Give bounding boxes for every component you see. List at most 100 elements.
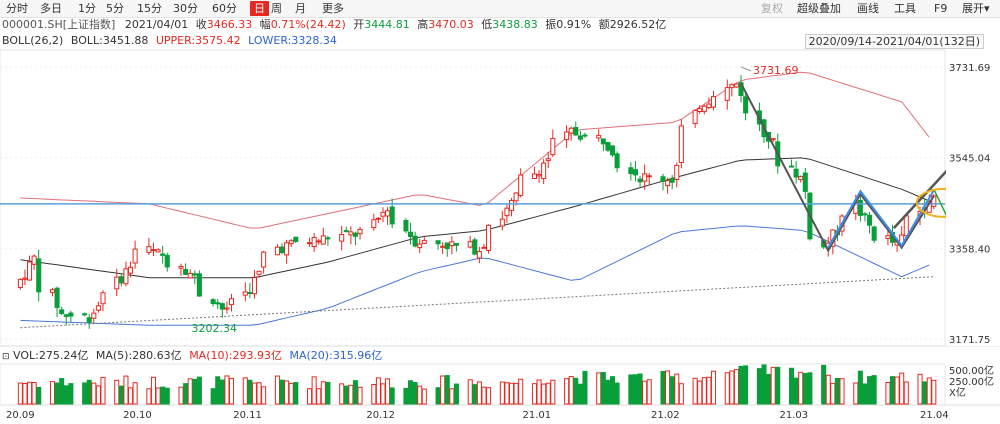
time-tick-7: 21.04 [920, 410, 949, 421]
boll-upper-value: 3575.42 [195, 34, 241, 47]
candle-body-101 [665, 180, 671, 187]
volume-bar-13 [95, 385, 101, 405]
boll-title: BOLL(26,2) [2, 34, 64, 47]
toolbar-item-1[interactable]: 超级叠加 [797, 2, 841, 15]
toolbar-item-0[interactable]: 复权 [761, 2, 783, 15]
volume-bar-36 [247, 379, 253, 405]
volume-bar-141 [922, 381, 928, 405]
volume-bar-139 [903, 381, 909, 405]
volume-bar-95 [628, 374, 634, 405]
period-toolbar: 分时 多日 1分 5分 15分 30分 60分日周月 更多 复权 超级叠加 画线 工具 F9 展开▾ [0, 0, 1000, 18]
vol-ma20-label: MA(20): [289, 349, 333, 362]
volume-bar-62 [412, 382, 418, 405]
candle-body-49 [325, 237, 331, 240]
boll-upper-label: UPPER: [155, 34, 196, 47]
candle-body-38 [256, 270, 262, 275]
candle-body-8 [63, 314, 69, 317]
candle-body-37 [251, 277, 257, 295]
volume-bar-136 [889, 376, 896, 405]
period-tab-9[interactable]: 月 [295, 2, 306, 15]
volume-bar-129 [839, 378, 845, 405]
candle-body-23 [160, 253, 166, 256]
toolbar-item-3[interactable]: 工具 [894, 2, 916, 15]
open-value: 3444.81 [364, 18, 410, 31]
boll-lower-line [20, 225, 930, 326]
chart-grid [0, 49, 1000, 406]
change-value: 0.71%(24.42) [270, 18, 346, 31]
candle-body-28 [192, 273, 198, 276]
volume-bar-38 [256, 382, 262, 405]
candle-body-122 [798, 176, 804, 181]
candle-body-19 [132, 248, 138, 264]
price-pane-frame [0, 49, 946, 347]
candle-body-62 [412, 235, 418, 247]
candle-body-7 [59, 309, 65, 315]
period-tab-4[interactable]: 15分 [137, 2, 162, 15]
close-label: 收 [195, 18, 207, 31]
volume-bar-44 [293, 381, 299, 405]
volume-bar-109 [710, 370, 717, 405]
candle-body-79 [518, 174, 524, 196]
period-tab-5[interactable]: 30分 [173, 2, 198, 15]
candle-body-17 [123, 268, 129, 285]
volume-bar-122 [798, 371, 804, 405]
period-tab-0[interactable]: 分时 [6, 2, 28, 15]
volume-bar-56 [375, 377, 381, 405]
volume-bar-35 [242, 377, 248, 405]
candle-body-2 [27, 261, 33, 281]
volume-bar-92 [605, 379, 611, 405]
volume-bar-22 [155, 387, 161, 405]
candle-body-11 [86, 317, 92, 323]
volume-bar-4 [36, 386, 42, 405]
period-tab-7[interactable]: 日 [250, 1, 269, 16]
volume-bar-57 [380, 383, 386, 405]
candle-body-102 [669, 177, 675, 183]
amplitude-value: 0.91% [556, 18, 592, 31]
price-axis: 3731.69 3545.04 3358.40 3171.75 500.00亿250.0… [946, 50, 1000, 399]
candle-body-86 [568, 127, 574, 134]
volume-bar-40 [274, 375, 280, 405]
period-tab-2[interactable]: 1分 [78, 2, 96, 15]
period-tab-1[interactable]: 多日 [40, 2, 62, 15]
volume-bar-80 [531, 383, 537, 405]
period-tab-3[interactable]: 5分 [106, 2, 124, 15]
candles [17, 75, 937, 329]
volume-bar-126 [825, 374, 831, 405]
volume-bar-68 [449, 388, 455, 405]
toolbar-item-5[interactable]: 展开▾ [962, 2, 990, 15]
toolbar-item-2[interactable]: 画线 [857, 2, 879, 15]
volume-bar-66 [440, 375, 446, 405]
candle-body-131 [857, 199, 863, 216]
date-range-box[interactable]: 2020/09/14-2021/04/01(132日) [804, 34, 984, 49]
candle-body-108 [706, 103, 712, 109]
candle-body-121 [793, 168, 799, 178]
volume-bar-140 [917, 373, 923, 405]
volume-bar-25 [178, 386, 184, 405]
volume-bar-84 [550, 379, 556, 405]
candle-body-10 [82, 313, 88, 316]
volume-bar-83 [545, 382, 551, 405]
period-tab-6[interactable]: 60分 [212, 2, 237, 15]
volume-collapse-icon[interactable]: ⊡ [2, 352, 10, 362]
candle-body-12 [91, 312, 97, 319]
candle-body-97 [637, 178, 643, 183]
volume-bar-20 [146, 388, 152, 405]
candle-body-51 [343, 230, 349, 233]
vol-ma10-value: 293.93亿 [232, 349, 283, 362]
candle-body-25 [178, 266, 184, 269]
open-label: 开 [353, 18, 365, 31]
amplitude-label: 振 [545, 18, 557, 31]
volume-bar-39 [261, 386, 267, 405]
candle-body-67 [444, 242, 450, 250]
volume-bar-88 [577, 383, 583, 405]
period-tab-8[interactable]: 周 [271, 2, 282, 15]
candle-body-61 [408, 231, 414, 238]
candle-body-53 [352, 232, 358, 237]
volume-bar-60 [403, 387, 409, 405]
period-tab-10[interactable]: 更多 [322, 2, 344, 15]
volume-bar-110 [724, 372, 730, 405]
toolbar-item-4[interactable]: F9 [934, 2, 948, 15]
volume-bar-72 [476, 381, 482, 405]
time-tick-4: 21.01 [522, 410, 551, 421]
